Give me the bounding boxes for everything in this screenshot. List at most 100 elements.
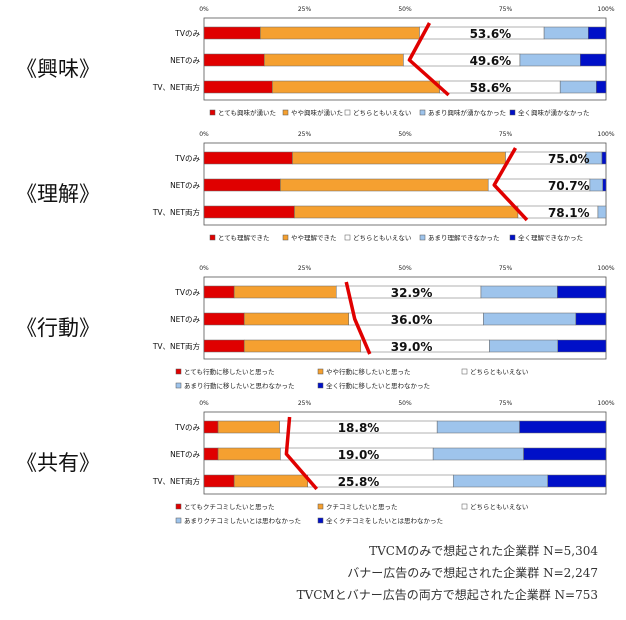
- percent-annotation: 18.8%: [338, 421, 380, 435]
- category-label: TVのみ: [174, 423, 200, 432]
- x-tick-label: 0%: [199, 400, 209, 407]
- percent-annotation: 53.6%: [470, 27, 512, 41]
- bar-segment: [543, 26, 589, 40]
- legend-label: どちらともいえない: [353, 234, 411, 242]
- legend-swatch: [175, 382, 182, 389]
- bar-segment: [203, 205, 295, 219]
- legend-label: 全く理解できなかった: [518, 233, 583, 242]
- bar-segment: [203, 474, 235, 488]
- legend-label: どちらともいえない: [353, 109, 411, 117]
- percent-annotation: 39.0%: [391, 340, 433, 354]
- legend-swatch: [282, 109, 289, 116]
- legend-swatch: [461, 368, 468, 375]
- bar-segment: [432, 447, 524, 461]
- bar-segment: [602, 178, 607, 192]
- legend-swatch: [175, 517, 182, 524]
- legend-swatch: [317, 517, 324, 524]
- x-tick-label: 50%: [398, 131, 412, 138]
- percent-annotation: 70.7%: [548, 179, 590, 193]
- bar-segment: [233, 474, 308, 488]
- bar-segment: [523, 447, 607, 461]
- note-tv-only: TVCMのみで想起された企業群 N=5,304: [369, 544, 598, 558]
- bar-segment: [203, 312, 245, 326]
- bar-segment: [203, 53, 265, 67]
- category-label: TV、NET両方: [152, 341, 201, 351]
- legend-label: クチコミしたいと思った: [326, 503, 398, 511]
- x-tick-label: 75%: [499, 400, 513, 407]
- x-tick-label: 25%: [298, 131, 312, 138]
- bar-segment: [203, 151, 293, 165]
- legend-swatch: [209, 234, 216, 241]
- sample-size-notes: TVCMのみで想起された企業群 N=5,304 バナー広告のみで想起された企業群…: [297, 540, 598, 606]
- legend-swatch: [317, 503, 324, 510]
- legend-label: あまり興味が湧かなかった: [428, 108, 506, 117]
- legend-swatch: [509, 109, 516, 116]
- bar-segment: [217, 447, 281, 461]
- bar-segment: [575, 312, 607, 326]
- bar-segment: [217, 420, 280, 434]
- category-label: NETのみ: [170, 181, 200, 190]
- bar-segment: [203, 339, 245, 353]
- legend-label: やや行動に移したいと思った: [326, 367, 411, 376]
- legend-label: どちらともいえない: [470, 368, 528, 376]
- bar-segment: [294, 205, 519, 219]
- category-label: NETのみ: [170, 56, 200, 65]
- bar-segment: [480, 285, 558, 299]
- legend-label: やや理解できた: [291, 233, 337, 242]
- category-label: TVのみ: [174, 154, 200, 163]
- legend-swatch: [461, 503, 468, 510]
- bar-segment: [601, 151, 607, 165]
- legend-swatch: [317, 382, 324, 389]
- bar-segment: [547, 474, 607, 488]
- x-tick-label: 100%: [597, 265, 614, 272]
- bar-segment: [557, 285, 607, 299]
- bar-segment: [519, 420, 607, 434]
- x-tick-label: 0%: [199, 6, 209, 13]
- legend-swatch: [175, 503, 182, 510]
- legend-label: やや興味が湧いた: [291, 108, 343, 117]
- x-tick-label: 100%: [597, 6, 614, 13]
- total-marker-line: [492, 147, 529, 222]
- x-tick-label: 100%: [597, 131, 614, 138]
- note-banner-only: バナー広告のみで想起された企業群 N=2,247: [347, 566, 598, 580]
- percent-annotation: 75.0%: [548, 152, 590, 166]
- x-tick-label: 0%: [199, 265, 209, 272]
- x-tick-label: 25%: [298, 265, 312, 272]
- bar-segment: [292, 151, 506, 165]
- bar-segment: [260, 26, 420, 40]
- bar-segment: [307, 474, 454, 488]
- bar-segment: [203, 447, 219, 461]
- bar-segment: [203, 178, 281, 192]
- legend-swatch: [419, 234, 426, 241]
- x-tick-label: 50%: [398, 400, 412, 407]
- bar-segment: [483, 312, 577, 326]
- percent-annotation: 25.8%: [338, 475, 380, 489]
- legend-swatch: [317, 368, 324, 375]
- bar-segment: [597, 205, 607, 219]
- legend-label: とても理解できた: [218, 233, 269, 242]
- x-tick-label: 75%: [499, 265, 513, 272]
- bar-segment: [559, 80, 597, 94]
- bar-segment: [596, 80, 607, 94]
- x-tick-label: 75%: [499, 131, 513, 138]
- bar-segment: [489, 339, 559, 353]
- x-tick-label: 0%: [199, 131, 209, 138]
- legend-label: あまり理解できなかった: [428, 233, 500, 242]
- x-tick-label: 50%: [398, 6, 412, 13]
- bar-segment: [264, 53, 404, 67]
- legend-label: あまり行動に移したいと思わなかった: [184, 381, 295, 390]
- percent-annotation: 19.0%: [338, 448, 380, 462]
- total-marker-line: [407, 22, 450, 97]
- bar-segment: [589, 178, 604, 192]
- legend-swatch: [344, 109, 351, 116]
- legend-swatch: [419, 109, 426, 116]
- note-both: TVCMとバナー広告の両方で想起された企業群 N=753: [296, 588, 598, 602]
- x-tick-label: 100%: [597, 400, 614, 407]
- category-label: TVのみ: [174, 29, 200, 38]
- category-label: TV、NET両方: [152, 476, 201, 486]
- legend-swatch: [175, 368, 182, 375]
- panel-title: 《共有》: [16, 451, 100, 475]
- legend-label: あまりクチコミしたいとは思わなかった: [184, 517, 301, 525]
- legend-swatch: [282, 234, 289, 241]
- bar-segment: [203, 26, 261, 40]
